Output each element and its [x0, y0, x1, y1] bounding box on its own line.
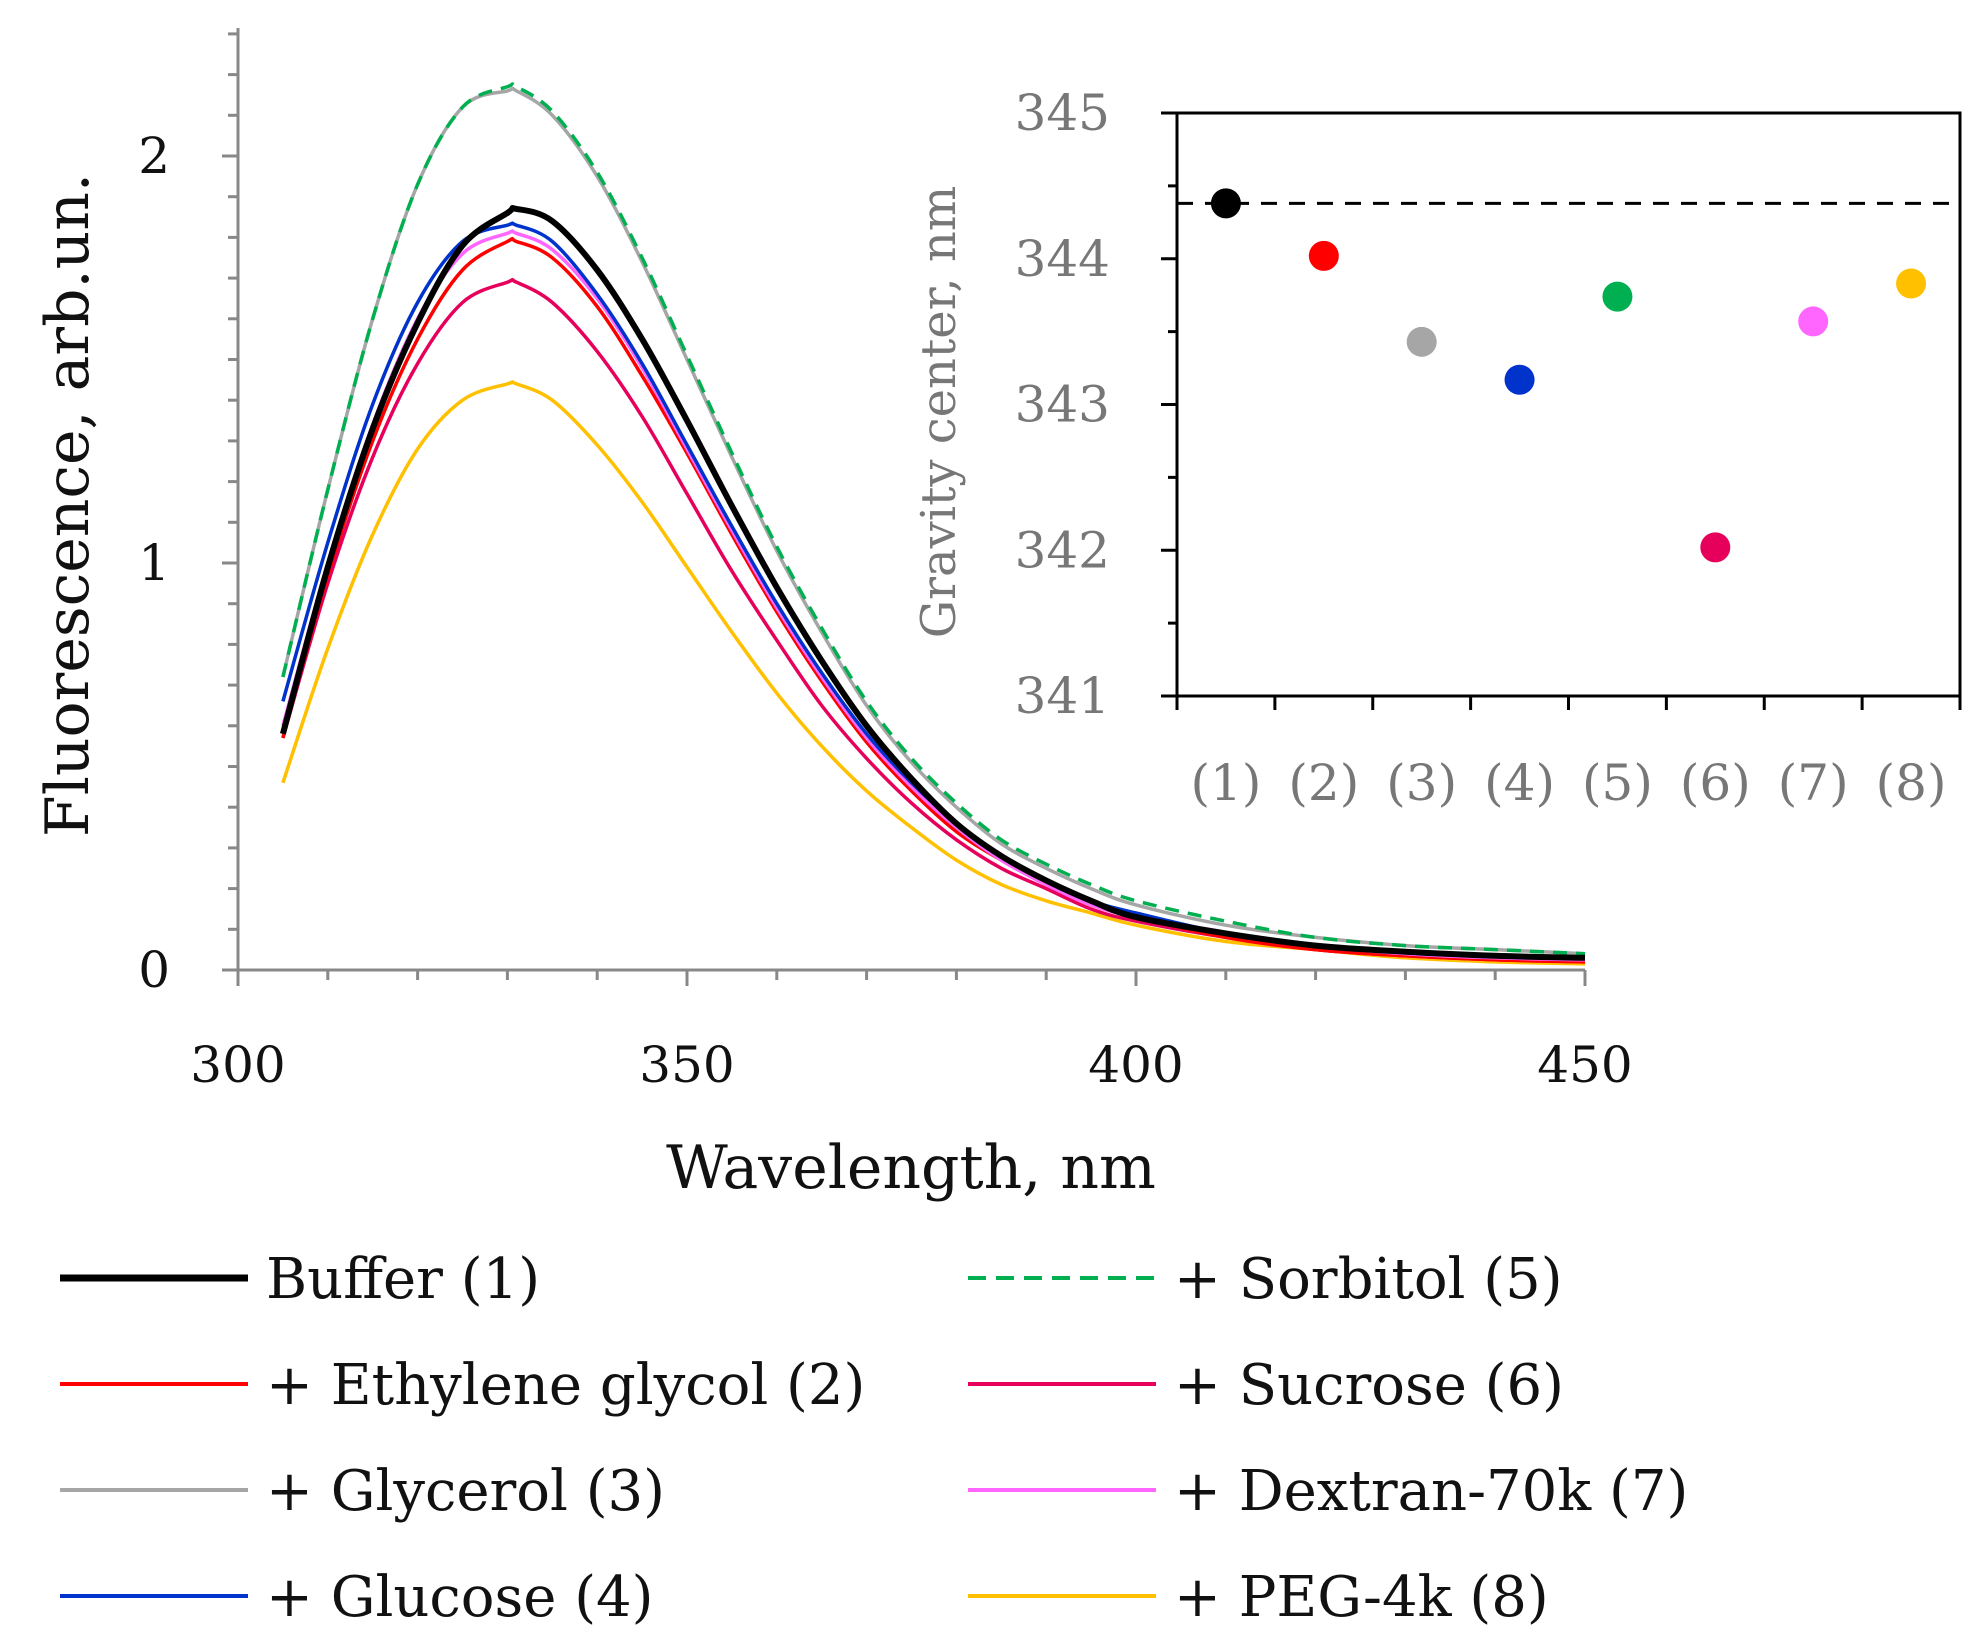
inset-point-1 — [1210, 188, 1241, 219]
main-tick-labels: 300 350 400 450 0 1 2 — [138, 127, 1633, 1094]
inset-y-tick-label: 341 — [1015, 667, 1110, 725]
inset-point-6 — [1700, 532, 1731, 563]
legend-item-5: + Sorbitol (5) — [968, 1247, 1563, 1312]
x-axis-title: Wavelength, nm — [666, 1133, 1156, 1203]
y-axis-title: Fluorescence, arb.un. — [33, 173, 103, 837]
legend-item-1: Buffer (1) — [60, 1247, 540, 1312]
x-tick-label: 350 — [639, 1036, 734, 1094]
inset-y-tick-label: 342 — [1015, 521, 1110, 579]
inset-category-label: (3) — [1386, 754, 1457, 812]
inset-y-tick-label: 344 — [1015, 230, 1110, 288]
inset-point-2 — [1308, 240, 1339, 271]
legend-label: Buffer (1) — [266, 1247, 540, 1312]
legend-label: + Sucrose (6) — [1174, 1353, 1564, 1418]
inset-category-label: (5) — [1582, 754, 1653, 812]
inset-point-7 — [1798, 306, 1829, 337]
x-tick-label: 450 — [1537, 1036, 1632, 1094]
inset-category-label: (4) — [1484, 754, 1555, 812]
inset-category-label: (6) — [1680, 754, 1751, 812]
legend-item-2: + Ethylene glycol (2) — [60, 1353, 865, 1418]
inset-point-8 — [1896, 268, 1927, 299]
legend-item-6: + Sucrose (6) — [968, 1353, 1564, 1418]
inset-plot-frame — [1175, 111, 1962, 698]
inset-category-label: (8) — [1876, 754, 1947, 812]
y-tick-label: 0 — [138, 941, 170, 999]
legend-item-8: + PEG-4k (8) — [968, 1565, 1549, 1630]
legend-label: + PEG-4k (8) — [1174, 1565, 1549, 1630]
series-line-8 — [281, 380, 1586, 966]
inset-y-tick-label: 345 — [1015, 84, 1110, 142]
inset-y-axis-title: Gravity center, nm — [911, 186, 967, 639]
legend: Buffer (1) + Ethylene glycol (2) + Glycero… — [60, 1247, 1688, 1630]
legend-label: + Ethylene glycol (2) — [266, 1353, 865, 1418]
inset-point-4 — [1504, 364, 1535, 395]
inset-point-5 — [1602, 281, 1633, 312]
legend-label: + Sorbitol (5) — [1174, 1247, 1563, 1312]
main-ticks — [222, 32, 1587, 986]
legend-label: + Glucose (4) — [266, 1565, 654, 1630]
inset-points-group — [1210, 188, 1927, 563]
x-tick-label: 300 — [190, 1036, 285, 1094]
main-series-group — [280, 82, 1586, 966]
series-line-5 — [281, 82, 1586, 956]
legend-label: + Dextran-70k (7) — [1174, 1459, 1688, 1524]
legend-item-3: + Glycerol (3) — [60, 1459, 665, 1524]
y-tick-label: 1 — [138, 534, 170, 592]
inset-tick-labels: 341 342 343 344 345 (1) (2) (3) (4) (5) (6) (7) (8) — [1015, 84, 1947, 812]
main-chart: 300 350 400 450 0 1 2 Wavelength, nm Fluoresce… — [33, 28, 1633, 1203]
inset-category-label: (1) — [1191, 754, 1262, 812]
legend-item-4: + Glucose (4) — [60, 1565, 654, 1630]
y-tick-label: 2 — [138, 127, 170, 185]
series-line-1 — [280, 205, 1586, 961]
x-tick-label: 400 — [1088, 1036, 1183, 1094]
inset-point-3 — [1406, 326, 1437, 357]
inset-category-label: (7) — [1778, 754, 1849, 812]
inset-category-label: (2) — [1288, 754, 1359, 812]
inset-ticks — [1161, 111, 1962, 710]
series-line-2 — [281, 236, 1586, 964]
inset-y-tick-label: 343 — [1015, 376, 1110, 434]
legend-label: + Glycerol (3) — [266, 1459, 665, 1524]
legend-item-7: + Dextran-70k (7) — [968, 1459, 1688, 1524]
